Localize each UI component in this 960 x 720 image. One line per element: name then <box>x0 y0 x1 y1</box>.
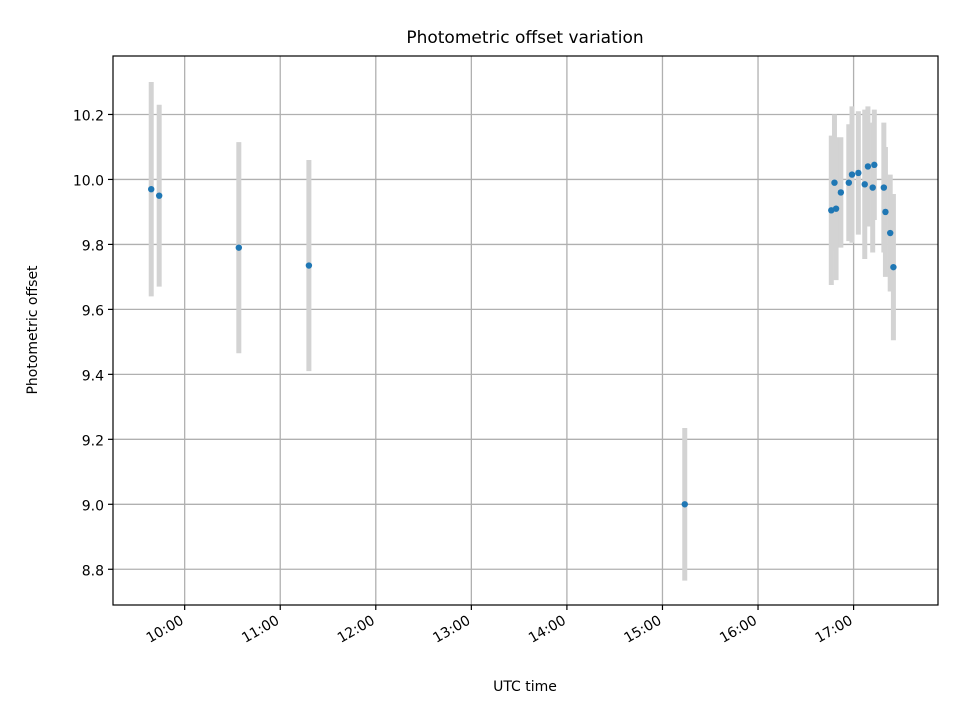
x-axis-label: UTC time <box>493 679 557 695</box>
data-point <box>831 179 838 186</box>
data-point <box>882 208 889 216</box>
data-point <box>871 161 878 169</box>
data-point <box>848 171 856 178</box>
data-point <box>869 184 876 191</box>
y-tick-label: 9.4 <box>82 368 104 384</box>
grid <box>113 56 938 605</box>
data-point <box>305 262 313 269</box>
data-point <box>148 185 155 193</box>
data-point <box>864 163 872 170</box>
chart-title: Photometric offset variation <box>406 28 643 48</box>
data-point <box>837 189 845 196</box>
data-point <box>890 263 897 271</box>
y-tick-label: 9.8 <box>82 238 104 254</box>
y-tick-label: 10.2 <box>73 108 104 124</box>
data-point <box>845 179 853 186</box>
y-tick-label: 9.0 <box>82 498 104 514</box>
y-tick-label: 9.6 <box>82 303 104 319</box>
data-point <box>887 229 894 237</box>
data-point <box>832 205 840 212</box>
data-point <box>681 501 688 508</box>
y-tick-label: 9.2 <box>82 433 104 449</box>
data-points <box>148 161 897 508</box>
data-point <box>861 181 868 188</box>
y-axis-label: Photometric offset <box>25 265 41 395</box>
data-point <box>880 184 888 191</box>
plot-frame <box>112 55 939 606</box>
data-point <box>855 169 862 177</box>
y-tick-label: 8.8 <box>82 563 104 579</box>
y-tick-label: 10.0 <box>73 173 104 189</box>
data-point <box>235 244 243 251</box>
data-point <box>155 192 163 199</box>
